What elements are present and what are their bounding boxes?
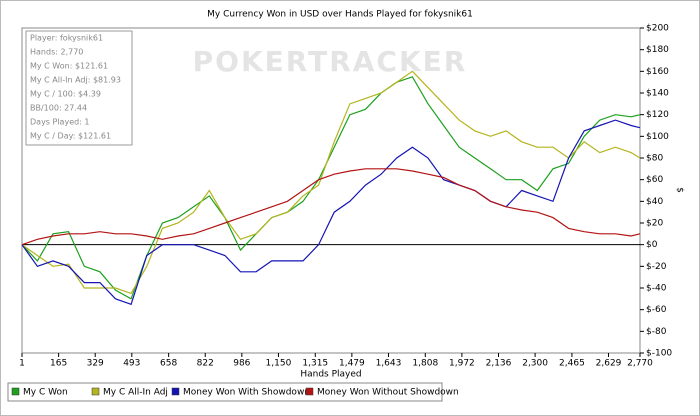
x-tick-label: 1,808 [412,359,438,369]
x-tick-label: 165 [50,359,67,369]
legend-swatch [91,387,100,396]
legend-swatch [171,387,180,396]
legend-swatch [11,387,20,396]
info-text: Days Played: 1 [30,118,90,127]
info-text: My C / Day: $121.61 [30,132,111,141]
y-axis-label: $ [675,187,685,193]
y-tick-label: $-40 [646,284,667,294]
y-tick-label: $100 [646,132,669,142]
x-tick-label: 2,300 [522,359,548,369]
x-tick-label: 1,972 [449,359,475,369]
y-tick-label: $-20 [646,262,667,272]
x-tick-label: 2,465 [559,359,585,369]
watermark: POKERTRACKER [193,45,468,78]
info-text: My C Won: $121.61 [30,62,108,71]
y-tick-label: $20 [646,219,663,229]
y-tick-label: $140 [646,89,669,99]
x-tick-label: 2,770 [627,359,653,369]
legend-label: Money Won With Showdown [183,388,310,398]
y-tick-label: $120 [646,110,669,120]
y-tick-label: $0 [646,240,658,250]
legend-label: My C All-In Adj [103,388,168,398]
y-tick-label: $40 [646,197,663,207]
legend-label: My C Won [23,388,68,398]
info-text: Player: fokysnik61 [30,34,103,43]
y-tick-label: $160 [646,67,669,77]
y-tick-label: $-100 [646,349,672,359]
x-tick-label: 493 [123,359,140,369]
y-tick-label: $180 [646,45,669,55]
x-tick-label: 2,136 [486,359,512,369]
x-tick-label: 329 [87,359,104,369]
legend-box [7,382,443,402]
y-tick-label: $200 [646,24,669,34]
info-box [25,30,133,146]
series-line [21,70,641,295]
y-tick-label: $-60 [646,305,667,315]
series-line [21,76,641,300]
x-tick-label: 2,629 [596,359,622,369]
x-tick-label: 986 [233,359,250,369]
y-tick-label: $80 [646,154,663,164]
y-tick-label: $60 [646,175,663,185]
series-line [21,119,641,306]
x-tick-label: 1,150 [266,359,292,369]
info-text: My C / 100: $4.39 [30,90,101,99]
x-tick-label: 1,315 [302,359,328,369]
legend-swatch [305,387,314,396]
info-text: BB/100: 27.44 [30,104,87,113]
plot-border [21,27,641,354]
x-tick-label: 1,643 [376,359,402,369]
legend-label: Money Won Without Showdown [317,388,459,398]
info-text: Hands: 2,770 [30,48,83,57]
x-tick-label: 822 [197,359,214,369]
x-tick-label: 1 [19,359,25,369]
y-tick-label: $-80 [646,327,667,337]
series-line [21,168,641,246]
x-tick-label: 1,479 [339,359,365,369]
info-text: My C All-In Adj: $81.93 [30,76,121,85]
x-tick-label: 658 [160,359,177,369]
x-axis-label: Hands Played [300,370,361,380]
chart-title: My Currency Won in USD over Hands Played… [207,10,473,20]
